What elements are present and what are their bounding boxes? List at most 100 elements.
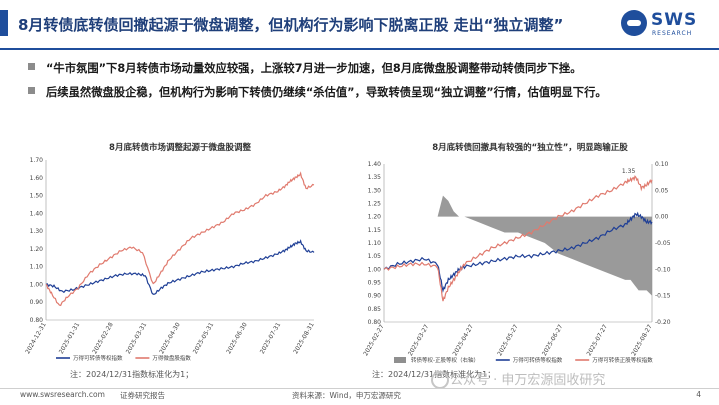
- y-tick-label: 1.40: [368, 161, 382, 168]
- legend-label: 万得可转债正股等权指数: [592, 356, 653, 364]
- watermark-text: 公众号 · 申万宏源固收研究: [450, 373, 606, 388]
- logo-subtext: RESEARCH: [652, 30, 693, 37]
- x-tick: 2025-07-27: [586, 323, 610, 357]
- x-tick-label: 2025-07-31: [259, 321, 283, 355]
- y-tick-label: 1.20: [30, 246, 44, 253]
- y-tick-label: 0.90: [368, 293, 382, 300]
- x-tick-label: 2025-01-31: [58, 321, 82, 355]
- title-bar: 8月转债底转债回撤起源于微盘调整，但机构行为影响下脱离正股 走出“独立调整” S…: [0, 0, 719, 48]
- x-tick-label: 2025-06-30: [225, 321, 249, 355]
- x-tick-label: 2024-12-31: [24, 321, 48, 355]
- bullet-item: “牛市氛围”下8月转债市场动量效应较强，上涨较7月进一步加速，但8月底微盘股调整…: [28, 60, 708, 76]
- y2-tick-label: 0.10: [655, 161, 669, 168]
- x-tick: 2024-12-31: [24, 321, 48, 355]
- footer-source: 资料来源：Wind，申万宏源研究: [292, 391, 401, 400]
- y-tick-label: 0.80: [30, 317, 44, 324]
- wechat-watermark-icon: [431, 371, 449, 389]
- y-tick-label: 1.00: [368, 266, 382, 273]
- x-tick: 2025-05-27: [496, 323, 520, 357]
- y2-tick-label: -0.15: [655, 293, 671, 300]
- x-tick: 2025-02-27: [362, 323, 386, 357]
- chart-left-title: 8月底转债市场调整起源于微盘股调整: [109, 143, 251, 153]
- page-number: 4: [696, 390, 701, 399]
- line-series: [383, 211, 653, 293]
- x-tick: 2025-06-30: [225, 321, 249, 355]
- y-tick-label: 1.05: [368, 253, 382, 260]
- y-tick-label: 0.90: [30, 299, 44, 306]
- y-tick-label: 1.10: [368, 240, 382, 247]
- x-tick-label: 2025-04-27: [452, 323, 476, 357]
- x-tick-label: 2025-08-27: [630, 323, 654, 357]
- y-tick-label: 1.35: [368, 174, 382, 181]
- legend-label: 万得可转债等权指数: [73, 354, 123, 362]
- y-tick-label: 1.50: [30, 193, 44, 200]
- x-tick: 2025-08-31: [292, 321, 316, 355]
- y-tick-label: 1.30: [368, 187, 382, 194]
- x-tick-label: 2025-04-30: [158, 321, 182, 355]
- bullet-item: 后续虽然微盘股企稳，但机构行为影响下转债仍继续“杀估值”，导致转债呈现“独立调整…: [28, 84, 708, 100]
- x-tick: 2025-08-27: [630, 323, 654, 357]
- x-tick: 2025-03-31: [125, 321, 149, 355]
- title-accent: [0, 10, 8, 36]
- y-tick-label: 1.40: [30, 210, 44, 217]
- footer-tag: 证券研究报告: [120, 391, 165, 400]
- y-tick-label: 1.70: [30, 157, 44, 164]
- x-tick: 2025-05-31: [192, 321, 216, 355]
- y-tick-label: 1.30: [30, 228, 44, 235]
- footer-url[interactable]: www.swsresearch.com: [20, 390, 105, 399]
- x-tick: 2025-06-27: [541, 323, 565, 357]
- x-tick-label: 2025-02-28: [91, 321, 115, 355]
- logo-text: SWS: [651, 10, 698, 30]
- x-tick-label: 2025-05-27: [496, 323, 520, 357]
- x-tick: 2025-03-27: [407, 323, 431, 357]
- y-tick-label: 1.25: [368, 201, 382, 208]
- area-series: [384, 195, 652, 296]
- logo-mark-icon: [621, 10, 647, 36]
- x-tick: 2025-04-30: [158, 321, 182, 355]
- line-series: [45, 171, 315, 307]
- chart-left-note: 注：2024/12/31指数标准化为1；: [70, 370, 194, 379]
- y2-tick-label: 0.05: [655, 187, 669, 194]
- chart-right-title: 8月底转债回撤具有较强的“独立性”，明显跑输正股: [432, 143, 628, 153]
- y-tick-label: 0.80: [368, 319, 382, 326]
- x-tick-label: 2025-03-31: [125, 321, 149, 355]
- x-tick-label: 2025-02-27: [362, 323, 386, 357]
- bullet-list: “牛市氛围”下8月转债市场动量效应较强，上涨较7月进一步加速，但8月底微盘股调整…: [28, 60, 708, 108]
- y-tick-label: 1.20: [368, 214, 382, 221]
- sws-logo: SWS RESEARCH: [621, 8, 705, 42]
- x-tick-label: 2025-06-27: [541, 323, 565, 357]
- legend-label: 转债等权-正股等权（右轴）: [411, 356, 479, 364]
- y-tick-label: 1.15: [368, 227, 382, 234]
- chart-left: 0.80 0.90 1.00 1.10 1.20 1.30 1.40 1.50 1.60 1.70…: [24, 157, 316, 362]
- x-tick: 2025-07-31: [259, 321, 283, 355]
- x-tick-label: 2025-03-27: [407, 323, 431, 357]
- x-tick-label: 2025-08-31: [292, 321, 316, 355]
- peak-annotation: 1.35: [622, 168, 636, 175]
- bullet-square-icon: [28, 87, 35, 94]
- line-series: [45, 239, 315, 295]
- x-tick-label: 2025-07-27: [586, 323, 610, 357]
- x-tick-label: 2025-05-31: [192, 321, 216, 355]
- legend-label: 万得可转债等权指数: [513, 356, 563, 364]
- bullet-text: 后续虽然微盘股企稳，但机构行为影响下转债仍继续“杀估值”，导致转债呈现“独立调整…: [46, 86, 607, 99]
- line-series: [383, 175, 653, 302]
- x-tick: 2025-02-28: [91, 321, 115, 355]
- legend-swatch: [394, 357, 406, 363]
- x-tick: 2025-01-31: [58, 321, 82, 355]
- y-tick-label: 1.00: [30, 281, 44, 288]
- y2-tick-label: 0.00: [655, 214, 669, 221]
- x-tick: 2025-04-27: [452, 323, 476, 357]
- y2-tick-label: -0.05: [655, 240, 671, 247]
- title-rule: [0, 48, 719, 50]
- chart-right: 0.80 0.85 0.90 0.95 1.00 1.05 1.10 1.15 1.20 1.25…: [362, 161, 671, 364]
- footer-divider: [0, 388, 719, 389]
- y-tick-label: 1.60: [30, 175, 44, 182]
- legend-label: 万得微盘股指数: [152, 354, 191, 362]
- y-tick-label: 0.85: [368, 306, 382, 313]
- y2-tick-label: -0.20: [655, 319, 671, 326]
- y2-tick-label: -0.10: [655, 266, 671, 273]
- bullet-square-icon: [28, 63, 35, 70]
- page-title: 8月转债底转债回撤起源于微盘调整，但机构行为影响下脱离正股 走出“独立调整”: [18, 16, 564, 34]
- bullet-text: “牛市氛围”下8月转债市场动量效应较强，上涨较7月进一步加速，但8月底微盘股调整…: [46, 62, 582, 75]
- y-tick-label: 0.95: [368, 280, 382, 287]
